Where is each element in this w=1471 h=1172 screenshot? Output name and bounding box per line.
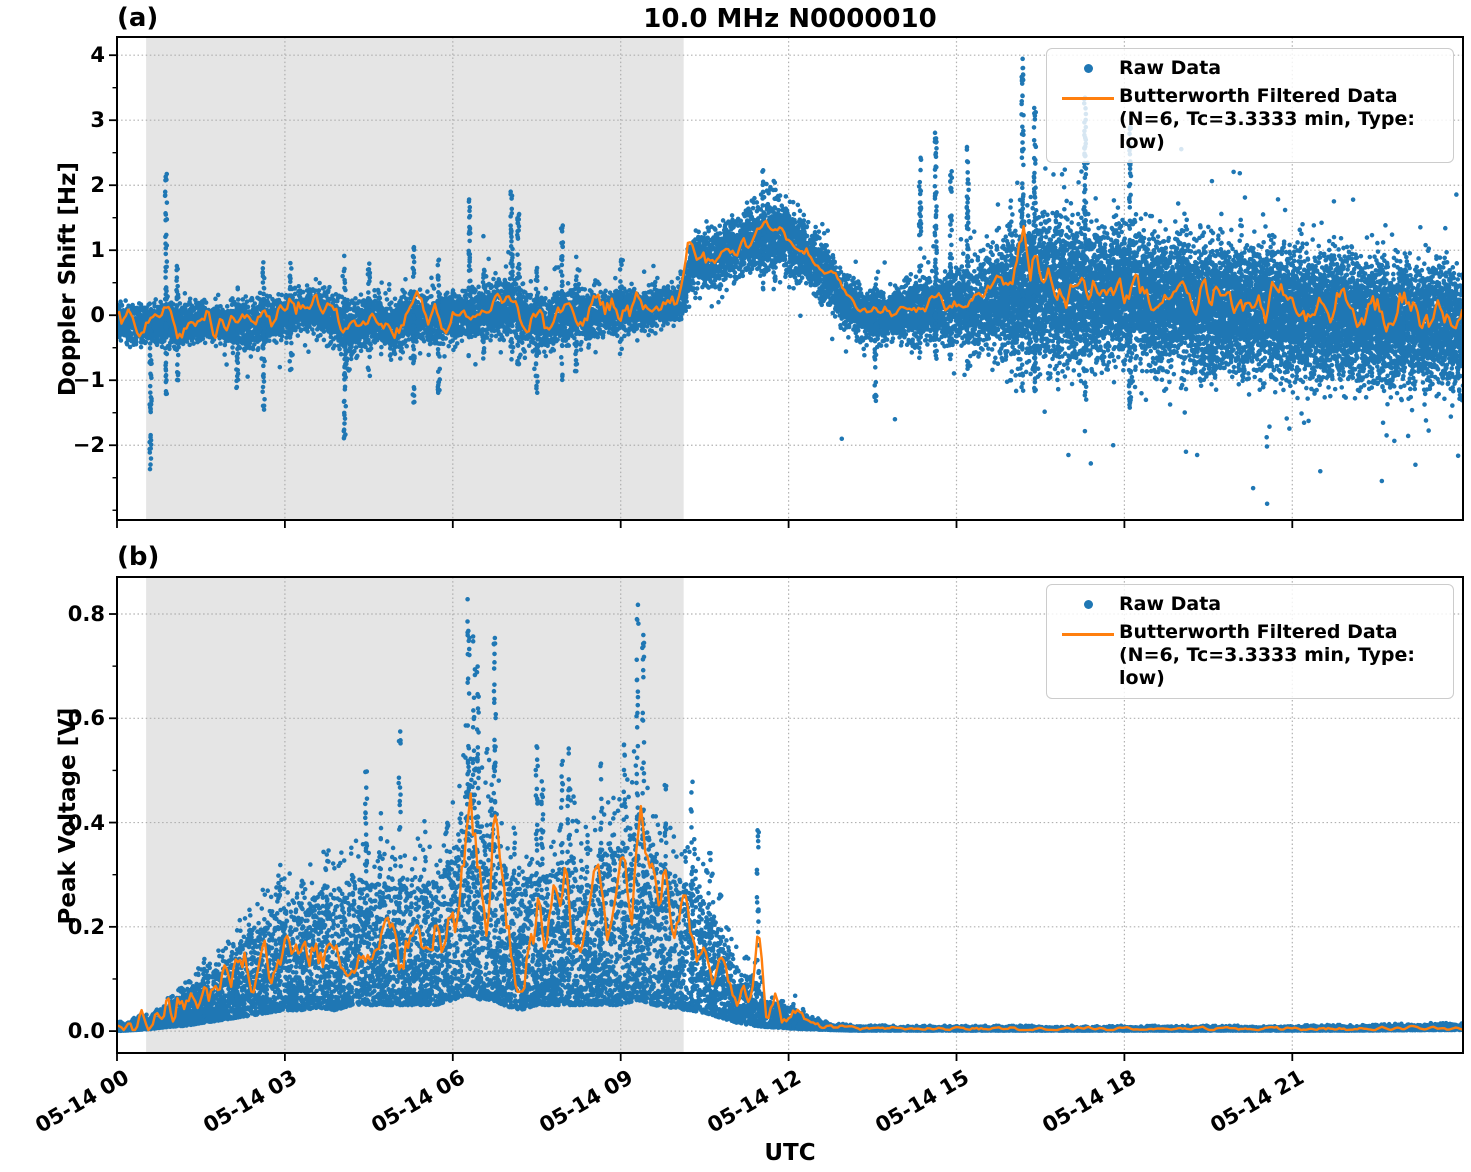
y-tick-label: 0.0 [67,1019,105,1044]
legend-entry-filtered: Butterworth Filtered Data (N=6, Tc=3.333… [1057,85,1443,154]
raw-data-dot-icon [1057,591,1119,617]
legend-entry-raw: Raw Data [1057,55,1443,81]
legend-b: Raw Data Butterworth Filtered Data (N=6,… [1046,584,1454,699]
y-tick-label: 0 [90,303,105,328]
panel-a-label: (a) [117,3,159,33]
legend-a: Raw Data Butterworth Filtered Data (N=6,… [1046,48,1454,163]
panel-b-label: (b) [117,542,160,572]
y-tick-label: 1 [90,238,105,263]
y-tick-label: 3 [90,108,105,133]
y-tick-label: 0.6 [67,706,105,731]
legend-entry-raw: Raw Data [1057,591,1443,617]
y-tick-label: 0.8 [67,602,105,627]
legend-entry-filtered: Butterworth Filtered Data (N=6, Tc=3.333… [1057,621,1443,690]
legend-raw-label: Raw Data [1119,57,1222,79]
y-tick-label: −2 [72,433,105,458]
legend-filtered-label-line2: (N=6, Tc=3.3333 min, Type: low) [1119,644,1415,689]
y-tick-label: 0.4 [67,810,105,835]
raw-data-dot-icon [1057,55,1119,81]
y-tick-label: 2 [90,173,105,198]
filtered-line-icon [1057,85,1119,111]
legend-filtered-label-line1: Butterworth Filtered Data [1119,85,1398,107]
legend-filtered-label-line1: Butterworth Filtered Data [1119,621,1398,643]
filtered-line-icon [1057,621,1119,647]
y-tick-label: −1 [72,368,105,393]
y-tick-label: 0.2 [67,914,105,939]
legend-raw-label: Raw Data [1119,593,1222,615]
figure-title: 10.0 MHz N0000010 [643,4,937,34]
y-tick-label: 4 [90,43,105,68]
x-axis-label: UTC [764,1140,816,1166]
legend-filtered-label-line2: (N=6, Tc=3.3333 min, Type: low) [1119,108,1415,153]
